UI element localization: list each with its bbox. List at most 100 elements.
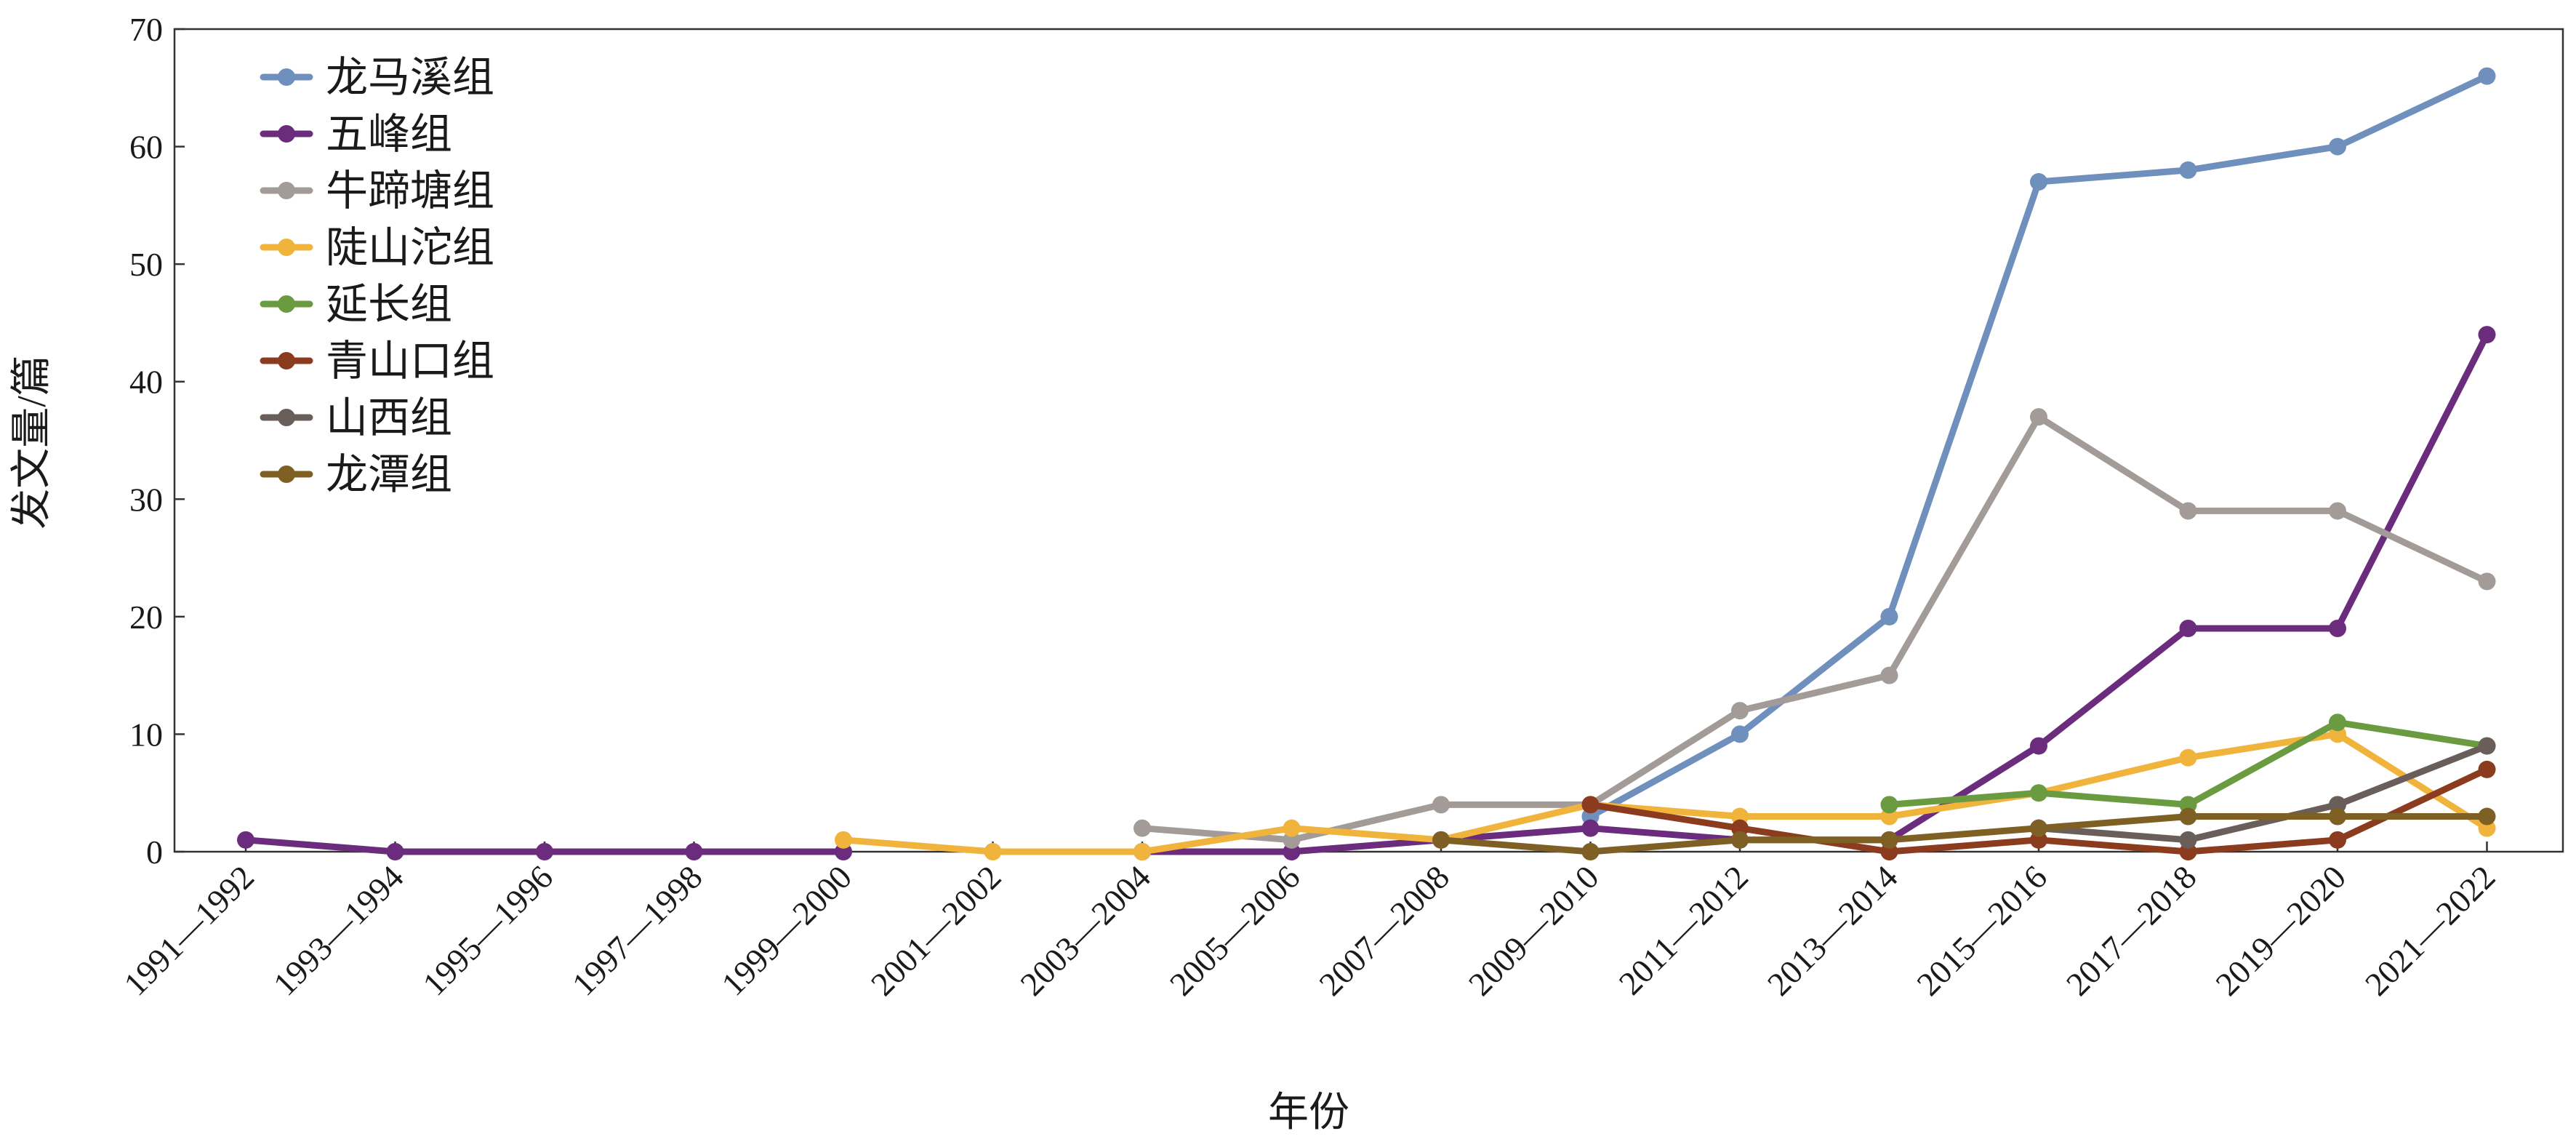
data-point: [2478, 572, 2496, 591]
y-tick-label: 0: [146, 834, 163, 871]
legend-swatch-marker: [278, 239, 295, 256]
data-point: [2179, 748, 2197, 767]
data-point: [1283, 819, 1301, 837]
data-point: [386, 843, 404, 860]
data-point: [2030, 819, 2047, 837]
data-point: [2030, 737, 2047, 755]
x-axis-title: 年份: [1268, 1090, 1349, 1135]
x-tick-label: 2015—2016: [1909, 858, 2054, 1003]
data-point: [2179, 831, 2197, 849]
x-tick-label: 2007—2008: [1312, 858, 1456, 1003]
x-tick-label: 1999—2000: [714, 858, 859, 1003]
x-tick-label: 1991—1992: [116, 858, 261, 1003]
data-point: [2179, 502, 2197, 520]
data-point: [1581, 843, 1600, 860]
legend-swatch-marker: [278, 68, 295, 86]
data-point: [1432, 796, 1450, 814]
x-tick-label: 2019—2020: [2208, 858, 2353, 1003]
x-tick-label: 1995—1996: [415, 858, 560, 1003]
x-tick-label: 1993—1994: [266, 858, 411, 1003]
data-point: [2478, 737, 2496, 755]
data-point: [1731, 702, 1749, 720]
data-point: [1133, 819, 1151, 837]
legend-item: 青山口组: [260, 337, 494, 385]
legend-item: 延长组: [260, 281, 452, 328]
data-point: [2329, 137, 2346, 156]
series-line: [242, 331, 2490, 855]
y-tick-label: 30: [129, 481, 163, 518]
legend-label: 山西组: [326, 394, 452, 441]
data-point: [1581, 819, 1600, 837]
x-tick-label: 2005—2006: [1163, 858, 1307, 1003]
legend-label: 牛蹄塘组: [326, 167, 494, 215]
x-tick-label: 1997—1998: [565, 858, 710, 1003]
data-point: [1731, 725, 1749, 743]
plot-area-frame: [173, 28, 2564, 853]
legend-item: 五峰组: [260, 111, 452, 158]
data-point: [2478, 760, 2496, 778]
data-point: [1880, 607, 1898, 626]
data-point: [1731, 831, 1749, 849]
data-point: [2329, 714, 2346, 732]
x-tick-label: 2013—2014: [1760, 858, 1905, 1003]
series-3: [1133, 408, 2496, 849]
series-1: [1581, 67, 2496, 826]
data-point: [1880, 796, 1898, 814]
x-tick-label: 2021—2022: [2358, 858, 2503, 1003]
x-tick-label: 2003—2004: [1013, 858, 1157, 1003]
x-tick-label: 2011—2012: [1612, 858, 1755, 1002]
data-point: [2030, 173, 2047, 191]
series-line: [2035, 743, 2490, 844]
data-point: [2478, 67, 2496, 85]
data-point: [2478, 326, 2496, 344]
y-tick-label: 60: [129, 129, 163, 166]
y-tick-label: 40: [129, 364, 163, 401]
legend-label: 延长组: [326, 281, 452, 328]
legend-swatch-marker: [278, 409, 295, 426]
series-line: [1437, 813, 2490, 855]
x-tick-label: 2001—2002: [864, 858, 1008, 1003]
data-point: [237, 831, 254, 849]
legend-item: 陡山沱组: [260, 224, 494, 271]
y-tick-label: 20: [129, 599, 163, 636]
series-line: [840, 730, 2490, 855]
legend-item: 龙潭组: [260, 451, 452, 498]
data-point: [1880, 831, 1898, 849]
x-tick-label: 2009—2010: [1461, 858, 1606, 1003]
legend-swatch-marker: [278, 125, 295, 143]
y-tick-label: 50: [129, 246, 163, 283]
legend-item: 牛蹄塘组: [260, 167, 494, 215]
legend-item: 山西组: [260, 394, 452, 441]
series-6: [1581, 760, 2496, 860]
data-point: [2030, 784, 2047, 802]
series-2: [237, 326, 2496, 860]
legend-label: 龙马溪组: [326, 54, 494, 101]
legend-label: 龙潭组: [326, 451, 452, 498]
data-point: [1133, 843, 1151, 860]
y-axis-title: 发文量/篇: [9, 355, 55, 529]
series-line: [1139, 413, 2490, 844]
data-point: [2179, 161, 2197, 179]
data-point: [1581, 796, 1600, 814]
x-tick-label: 2017—2018: [2059, 858, 2204, 1003]
legend-swatch-marker: [278, 465, 295, 483]
data-point: [984, 843, 1002, 860]
y-tick-label: 10: [129, 716, 163, 753]
data-point: [685, 843, 703, 860]
data-point: [2329, 502, 2346, 520]
data-point: [2329, 831, 2346, 849]
series-4: [835, 725, 2496, 860]
series-8: [1432, 807, 2496, 860]
legend-swatch-marker: [278, 182, 295, 199]
legend-label: 五峰组: [326, 111, 452, 158]
legend-swatch-marker: [278, 295, 295, 313]
data-point: [2329, 807, 2346, 826]
legend-item: 龙马溪组: [260, 54, 494, 101]
data-point: [1432, 831, 1450, 849]
data-point: [536, 843, 553, 860]
data-point: [2478, 807, 2496, 826]
y-tick-label: 70: [129, 11, 163, 48]
legend-swatch-marker: [278, 352, 295, 369]
data-point: [2329, 620, 2346, 638]
